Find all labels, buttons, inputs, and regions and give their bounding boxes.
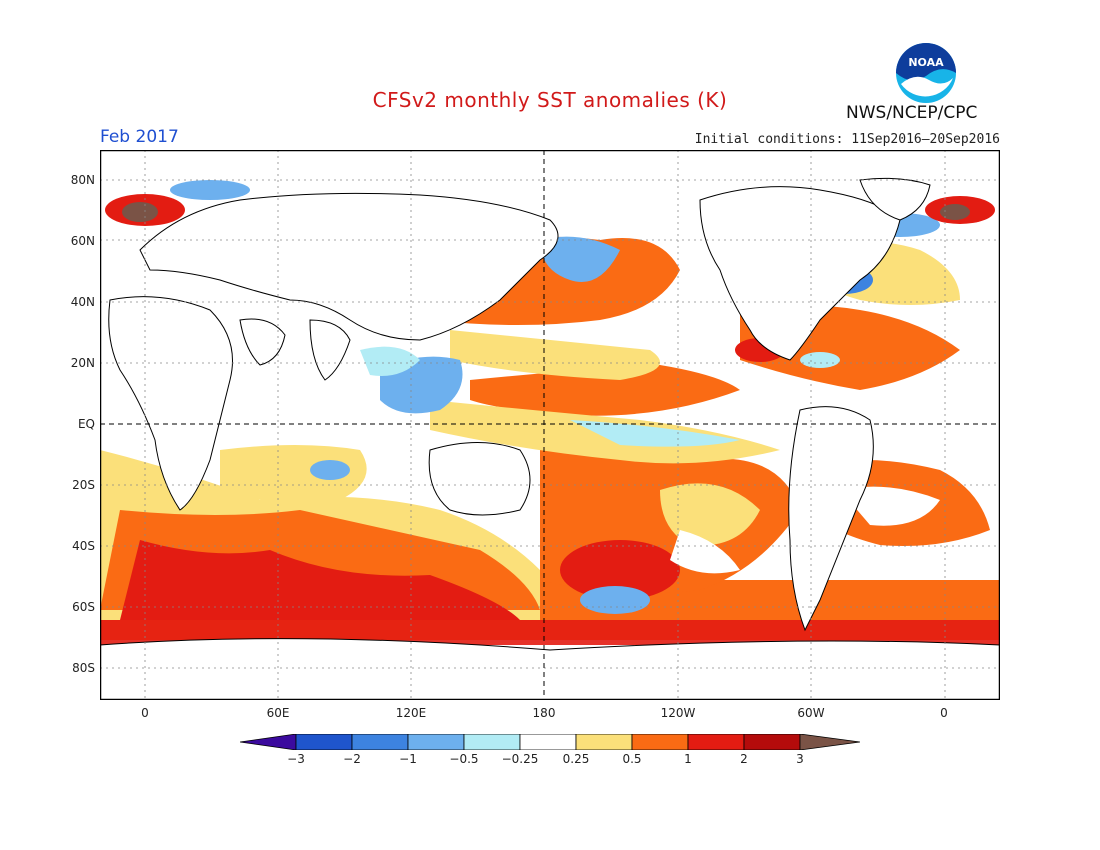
colorbar-segment-3 bbox=[407, 734, 465, 750]
lat-label-20n: 20N bbox=[70, 356, 95, 370]
lon-label-60w: 60W bbox=[797, 706, 825, 720]
colorbar-segment-10 bbox=[799, 734, 860, 750]
colorbar-label-neg05: −0.5 bbox=[449, 752, 479, 766]
initial-conditions: Initial conditions: 11Sep2016–20Sep2016 bbox=[694, 132, 1000, 147]
colorbar-segment-6 bbox=[575, 734, 633, 750]
colorbar-label-neg025: −0.25 bbox=[501, 752, 539, 766]
colorbar-segment-0 bbox=[240, 734, 297, 750]
lat-label-eq: EQ bbox=[77, 417, 95, 431]
colorbar-segment-9 bbox=[743, 734, 801, 750]
organization-label: NWS/NCEP/CPC bbox=[846, 103, 978, 123]
colorbar-label-05: 0.5 bbox=[622, 752, 642, 766]
sst-anomaly-map bbox=[100, 150, 1000, 700]
lat-label-40n: 40N bbox=[70, 295, 95, 309]
lat-label-60n: 60N bbox=[70, 234, 95, 248]
colorbar-label-neg1: −1 bbox=[399, 752, 417, 766]
colorbar-label-neg2: −2 bbox=[343, 752, 361, 766]
anomaly-fields bbox=[100, 180, 1000, 645]
colorbar-label-1: 1 bbox=[684, 752, 692, 766]
colorbar-segment-5 bbox=[519, 734, 577, 750]
lon-label-120e: 120E bbox=[395, 706, 427, 720]
colorbar-label-025: 0.25 bbox=[562, 752, 590, 766]
lon-label-0: 0 bbox=[141, 706, 149, 720]
colorbar-label-2: 2 bbox=[740, 752, 748, 766]
colorbar bbox=[240, 734, 860, 750]
colorbar-label-neg3: −3 bbox=[287, 752, 305, 766]
lat-label-40s: 40S bbox=[72, 539, 95, 553]
continents bbox=[100, 177, 1000, 700]
noaa-logo: NOAA bbox=[896, 43, 956, 103]
lon-label-60e: 60E bbox=[266, 706, 290, 720]
colorbar-segment-4 bbox=[463, 734, 521, 750]
colorbar-segment-8 bbox=[687, 734, 745, 750]
lon-label-120w: 120W bbox=[660, 706, 696, 720]
colorbar-label-3: 3 bbox=[796, 752, 804, 766]
logo-text: NOAA bbox=[908, 56, 944, 69]
colorbar-segment-7 bbox=[631, 734, 689, 750]
lon-label-180: 180 bbox=[532, 706, 556, 720]
lat-label-80s: 80S bbox=[72, 661, 95, 675]
map-border bbox=[100, 150, 1000, 700]
lat-label-20s: 20S bbox=[72, 478, 95, 492]
grid-lines bbox=[100, 150, 1000, 700]
colorbar-segment-2 bbox=[351, 734, 409, 750]
page-title: CFSv2 monthly SST anomalies (K) bbox=[372, 88, 728, 112]
colorbar-segment-1 bbox=[295, 734, 353, 750]
lat-label-80n: 80N bbox=[70, 173, 95, 187]
lon-label-0-right: 0 bbox=[940, 706, 948, 720]
forecast-month: Feb 2017 bbox=[100, 127, 179, 147]
lat-label-60s: 60S bbox=[72, 600, 95, 614]
